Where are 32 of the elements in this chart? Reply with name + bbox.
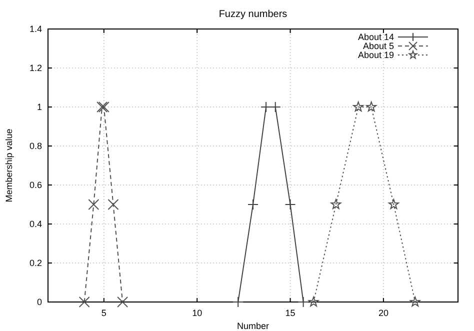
point: [232, 296, 244, 308]
point: [330, 199, 342, 210]
chart-title: Fuzzy numbers: [218, 9, 288, 20]
y-tick-label: 0.4: [29, 219, 42, 229]
legend-label: About 19: [358, 50, 394, 60]
x-tick-label: 10: [192, 308, 202, 318]
point: [78, 296, 90, 308]
y-tick-label: 0.2: [29, 258, 42, 268]
y-tick-label: 0.6: [29, 180, 42, 190]
y-tick-label: 1: [36, 102, 42, 112]
point: [248, 199, 258, 210]
y-tick-label: 0.8: [29, 141, 42, 151]
point: [108, 199, 119, 210]
y-tick-label: 1.4: [29, 24, 42, 34]
point: [88, 199, 100, 210]
point: [308, 296, 319, 307]
y-tick-label: 1.2: [29, 63, 42, 73]
point: [366, 102, 377, 112]
y-axis-title: Membership value: [4, 128, 14, 202]
y-tick-label: 0: [36, 297, 42, 307]
x-tick-label: 20: [378, 308, 388, 318]
point: [353, 102, 364, 112]
point: [117, 296, 128, 308]
point: [284, 199, 296, 210]
point: [298, 296, 309, 308]
x-tick-label: 5: [101, 308, 106, 318]
x-axis-title: Number: [236, 321, 270, 331]
point: [388, 199, 399, 210]
legend-label: About 5: [362, 41, 394, 51]
x-tick-label: 15: [285, 308, 296, 318]
legend-label: About 14: [358, 32, 394, 42]
point: [410, 296, 420, 307]
